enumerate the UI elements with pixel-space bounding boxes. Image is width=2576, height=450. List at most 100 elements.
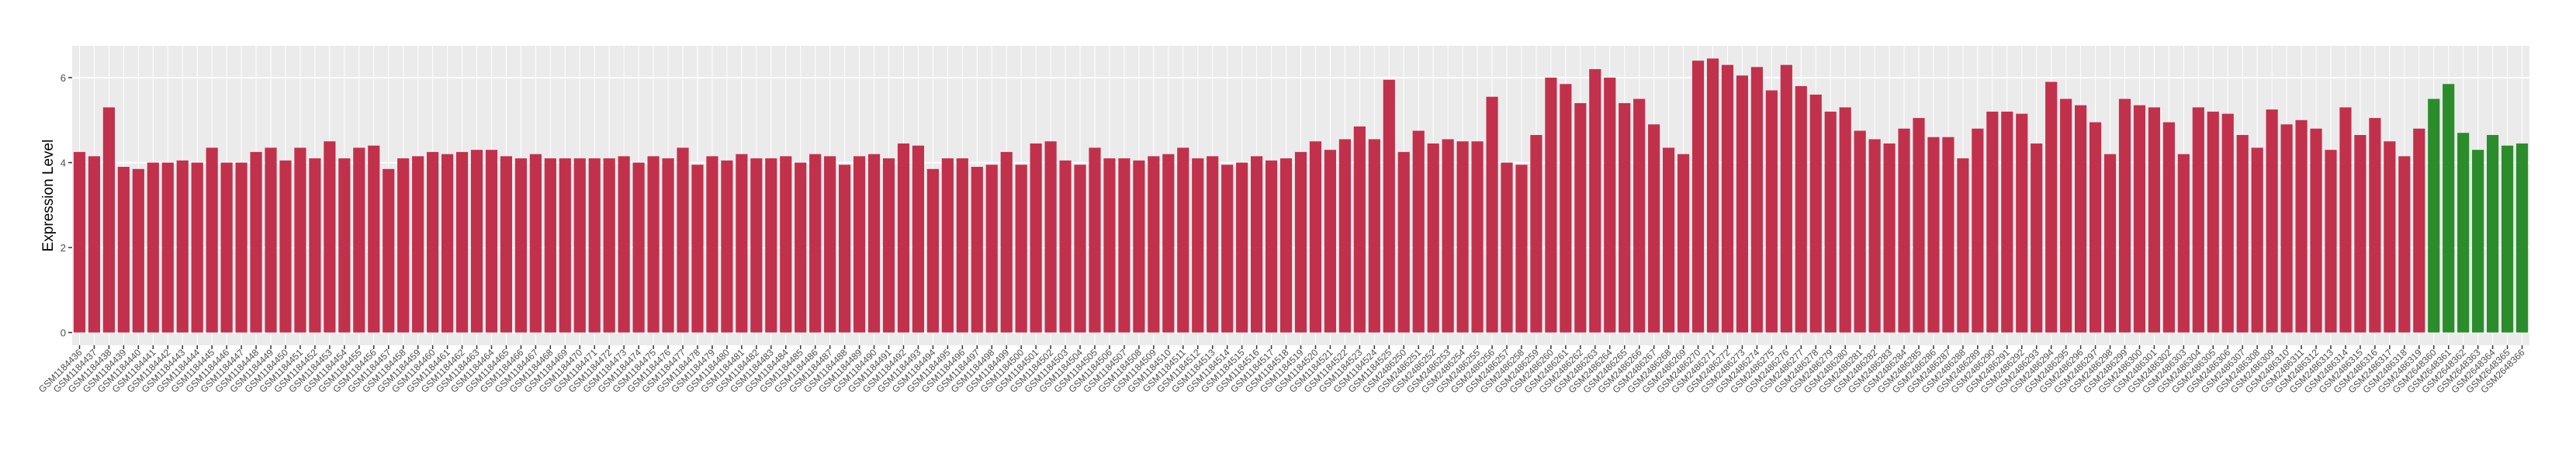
bar bbox=[1839, 107, 1851, 333]
bar bbox=[73, 151, 86, 333]
bar bbox=[1972, 128, 1984, 333]
bar bbox=[1824, 111, 1837, 333]
bar bbox=[368, 145, 380, 333]
bar bbox=[2133, 105, 2146, 333]
bar bbox=[2310, 128, 2322, 333]
bar bbox=[1133, 160, 1145, 333]
bar bbox=[2428, 99, 2440, 333]
bar bbox=[2339, 107, 2352, 333]
bar bbox=[603, 158, 615, 333]
bar bbox=[736, 154, 748, 333]
bar bbox=[353, 147, 365, 333]
bar bbox=[2398, 156, 2411, 333]
bar bbox=[588, 158, 601, 333]
bar bbox=[544, 158, 556, 333]
bar bbox=[2472, 150, 2484, 333]
bar bbox=[1913, 118, 1925, 333]
bar bbox=[427, 151, 439, 333]
bar bbox=[309, 158, 321, 333]
bar bbox=[2295, 119, 2308, 333]
bar bbox=[691, 164, 704, 333]
bar bbox=[956, 158, 968, 333]
bar bbox=[926, 168, 939, 333]
bar bbox=[2280, 124, 2293, 333]
bar bbox=[867, 154, 881, 333]
bar bbox=[1089, 147, 1101, 333]
bar bbox=[1677, 154, 1690, 333]
bar bbox=[2192, 107, 2204, 333]
bar bbox=[2236, 134, 2249, 333]
bar bbox=[102, 107, 115, 333]
bar bbox=[191, 162, 203, 333]
bar bbox=[1648, 124, 1660, 333]
bar bbox=[2443, 84, 2455, 333]
bar bbox=[1279, 158, 1293, 333]
bar bbox=[2103, 154, 2117, 333]
bar bbox=[500, 156, 513, 333]
bar bbox=[824, 156, 836, 333]
bar bbox=[1530, 134, 1542, 333]
bar bbox=[1942, 137, 1955, 333]
bar bbox=[912, 145, 925, 333]
bar bbox=[1338, 139, 1351, 333]
bar bbox=[1221, 164, 1234, 333]
bar bbox=[1589, 69, 1601, 333]
bar bbox=[1192, 158, 1204, 333]
bar bbox=[1560, 84, 1572, 333]
bar bbox=[750, 158, 763, 333]
bar bbox=[971, 167, 983, 333]
bar bbox=[2515, 143, 2529, 333]
bar bbox=[1957, 158, 1969, 333]
bar bbox=[677, 147, 689, 333]
bar bbox=[1015, 164, 1027, 333]
bar bbox=[985, 164, 998, 333]
bar bbox=[2148, 107, 2161, 333]
bar bbox=[1294, 151, 1307, 333]
bar bbox=[1207, 156, 1219, 333]
bar bbox=[441, 154, 454, 333]
bar bbox=[161, 162, 174, 333]
bar bbox=[2162, 122, 2175, 333]
bar bbox=[1795, 86, 1807, 333]
y-tick-label: 0 bbox=[61, 327, 66, 339]
bar bbox=[1633, 99, 1646, 333]
bar bbox=[1427, 143, 1439, 333]
bar bbox=[2501, 145, 2514, 333]
bar bbox=[176, 160, 189, 333]
bar bbox=[338, 158, 351, 333]
bar bbox=[882, 158, 895, 333]
bar bbox=[1324, 150, 1337, 333]
bar bbox=[2118, 99, 2131, 333]
bar bbox=[529, 154, 542, 333]
bar bbox=[1927, 137, 1940, 333]
bar bbox=[470, 150, 483, 333]
bar bbox=[1706, 58, 1719, 333]
bar bbox=[2413, 128, 2425, 333]
bar bbox=[632, 162, 645, 333]
bar bbox=[1750, 67, 1763, 333]
bar bbox=[1265, 160, 1278, 333]
bar bbox=[294, 147, 306, 333]
bar bbox=[132, 168, 144, 333]
bar bbox=[1118, 158, 1130, 333]
bar bbox=[235, 162, 248, 333]
bar bbox=[1663, 147, 1675, 333]
bar bbox=[383, 168, 395, 333]
bar bbox=[324, 141, 336, 333]
bar bbox=[573, 158, 586, 333]
bar bbox=[2045, 81, 2058, 333]
bar bbox=[1471, 141, 1484, 333]
bar bbox=[765, 158, 777, 333]
bar bbox=[1619, 102, 1631, 333]
bar bbox=[853, 156, 866, 333]
bar bbox=[1898, 128, 1910, 333]
bar bbox=[2325, 150, 2337, 333]
bar bbox=[559, 158, 571, 333]
bar bbox=[2060, 99, 2072, 333]
bar bbox=[618, 156, 630, 333]
bar bbox=[1236, 162, 1248, 333]
bar bbox=[1486, 96, 1498, 333]
bar bbox=[1251, 156, 1263, 333]
bar bbox=[2075, 105, 2087, 333]
